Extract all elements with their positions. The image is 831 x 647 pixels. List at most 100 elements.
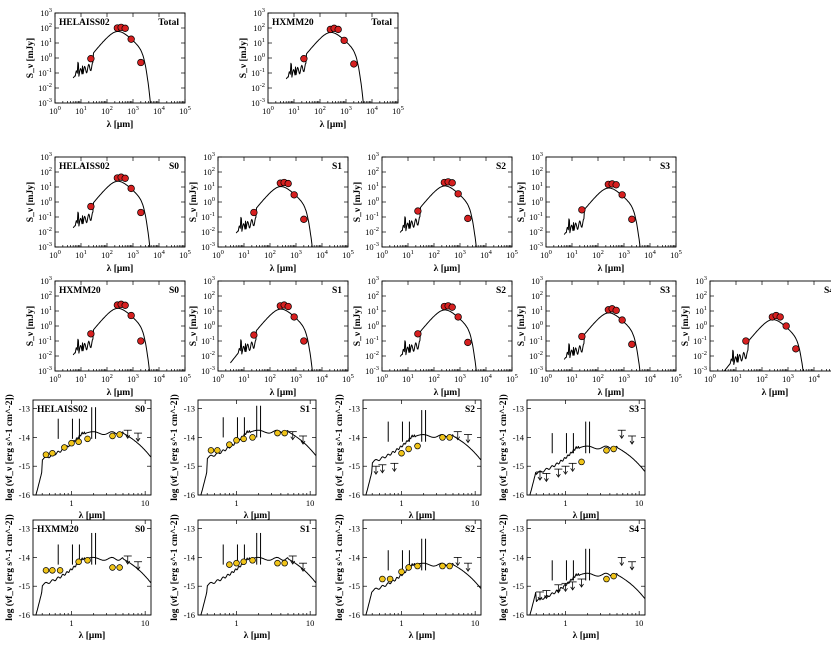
data-point xyxy=(414,562,421,570)
sed-panel-1: 100 101 102 103 104 105 10-3 10-2 10-1 100 101 102 1… xyxy=(239,7,404,130)
model-sed-curve xyxy=(230,308,313,371)
data-point xyxy=(414,207,422,215)
x-tick-label: 103 xyxy=(290,249,302,260)
data-point xyxy=(109,432,116,440)
data-point xyxy=(121,301,129,309)
plot-frame xyxy=(381,280,513,372)
upper-limit-marker xyxy=(288,555,297,565)
y-tick-label: -13 xyxy=(513,524,524,534)
panel-component-label: S2 xyxy=(496,162,506,172)
y-axis-label: S_ν [mJy] xyxy=(517,182,527,222)
data-point xyxy=(448,303,456,311)
model-sed-curve xyxy=(529,445,645,495)
y-tick-label: 10-1 xyxy=(38,335,52,346)
x-tick-label: 104 xyxy=(316,373,329,384)
x-tick-label: 1 xyxy=(69,618,73,628)
data-point xyxy=(207,447,215,454)
x-tick-label: 100 xyxy=(376,373,388,384)
y-tick-label: 10-1 xyxy=(38,211,52,222)
y-tick-label: 102 xyxy=(531,290,543,301)
sed-panel-14: 1 10 -16 -15 -14 -13 λ [μm] log (νf_ν [erg s^-1… xyxy=(498,394,646,521)
model-sed-curve xyxy=(235,186,313,247)
upper-limit-marker xyxy=(568,581,577,591)
model-curve-group xyxy=(285,31,364,103)
x-tick-label: 10 xyxy=(141,498,150,508)
y-tick-label: 100 xyxy=(203,320,215,331)
y-tick-label: 10-2 xyxy=(251,82,265,93)
x-tick-label: 104 xyxy=(644,373,657,384)
x-tick-label: 104 xyxy=(153,373,166,384)
y-tick-label: 10-3 xyxy=(365,365,379,376)
y-tick-label: 10-1 xyxy=(693,335,707,346)
y-axis-label: log (νf_ν [erg s^-1 cm^-2]) xyxy=(334,514,345,621)
x-tick-label: 101 xyxy=(75,249,87,260)
data-point xyxy=(249,434,256,441)
sed-panel-3: 100 101 102 103 104 105 10-3 10-2 10-1 100 101 102 1… xyxy=(189,151,354,274)
data-point xyxy=(137,58,145,67)
x-tick-label: 105 xyxy=(179,105,191,116)
model-sed-curve xyxy=(365,562,481,615)
data-point xyxy=(127,184,135,193)
data-point xyxy=(137,337,145,345)
data-point xyxy=(300,55,308,63)
data-point xyxy=(578,332,586,341)
sed-panel-11: 1 10 -16 -15 -14 -13 λ [μm] log (νf_ν [erg s^-1… xyxy=(4,394,152,521)
x-tick-label: 101 xyxy=(238,249,250,260)
x-tick-label: 105 xyxy=(179,373,191,384)
data-point xyxy=(281,429,288,437)
model-curve-group xyxy=(72,180,151,247)
plot-frame xyxy=(381,156,513,248)
x-axis-label: λ [μm] xyxy=(270,264,297,274)
data-point xyxy=(454,313,462,321)
model-curve-group xyxy=(399,185,477,247)
model-sed-curve xyxy=(200,429,316,495)
model-curve-group xyxy=(723,319,804,371)
upper-limit-marker xyxy=(628,435,637,445)
y-tick-label: -13 xyxy=(349,404,360,414)
data-point xyxy=(68,439,75,447)
sed-panel-13: 1 10 -16 -15 -14 -13 λ [μm] log (νf_ν [erg s^-1… xyxy=(334,394,482,521)
data-point xyxy=(281,559,288,567)
y-tick-label: -14 xyxy=(19,552,31,562)
x-tick-label: 105 xyxy=(670,373,682,384)
upper-limit-marker xyxy=(628,561,637,571)
y-axis-label: log (νf_ν [erg s^-1 cm^-2]) xyxy=(334,394,345,501)
data-point xyxy=(618,191,626,199)
x-tick-label: 10 xyxy=(635,618,644,628)
panel-source-label: HELAISS02 xyxy=(59,18,110,28)
x-tick-label: 101 xyxy=(75,105,87,116)
x-tick-label: 105 xyxy=(670,249,682,260)
data-point xyxy=(49,567,56,574)
model-sed-curve xyxy=(35,431,151,495)
x-axis-label: λ [μm] xyxy=(270,388,297,398)
data-point xyxy=(610,572,617,580)
y-tick-label: 10-2 xyxy=(38,350,52,361)
x-tick-label: 1 xyxy=(399,618,403,628)
y-tick-label: 10-2 xyxy=(38,226,52,237)
x-tick-label: 103 xyxy=(454,373,466,384)
upper-limit-marker xyxy=(577,578,586,588)
x-tick-label: 105 xyxy=(392,105,404,116)
data-point xyxy=(628,340,636,348)
data-point xyxy=(274,429,281,437)
data-point xyxy=(612,181,620,189)
model-sed-curve xyxy=(529,572,645,615)
panel-component-label: S3 xyxy=(660,162,670,172)
y-tick-label: 10-3 xyxy=(251,97,265,108)
x-axis-label: λ [μm] xyxy=(409,511,436,521)
y-tick-label: -14 xyxy=(184,432,196,442)
y-tick-label: -15 xyxy=(513,581,524,591)
y-axis-label: log (νf_ν [erg s^-1 cm^-2]) xyxy=(4,394,15,501)
data-point xyxy=(274,559,281,567)
panel-component-label: S0 xyxy=(169,162,179,172)
x-tick-label: 101 xyxy=(566,373,578,384)
x-axis-label: λ [μm] xyxy=(107,388,134,398)
x-tick-label: 1 xyxy=(399,498,403,508)
model-curve-group xyxy=(235,186,313,247)
y-axis-label: S_ν [mJy] xyxy=(189,306,199,346)
model-sed-curve xyxy=(365,434,481,495)
data-point xyxy=(116,431,123,438)
data-point xyxy=(792,345,800,353)
x-tick-label: 104 xyxy=(153,105,166,116)
model-sed-curve xyxy=(72,307,150,371)
